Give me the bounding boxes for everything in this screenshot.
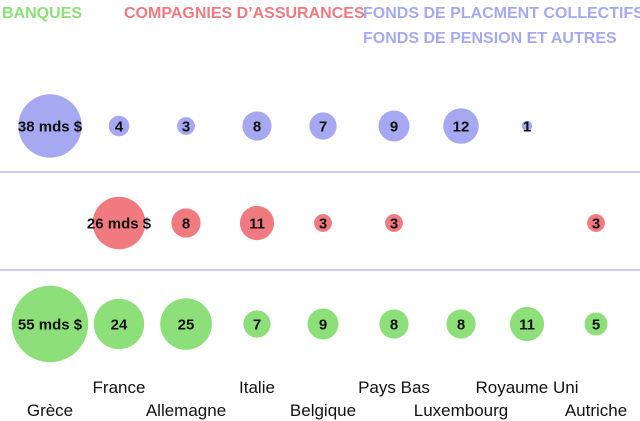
bubble-series-0-3	[242, 111, 272, 141]
bubble-series-1-4	[314, 214, 332, 232]
country-label-5: Pays Bas	[358, 378, 430, 397]
bubble-series-2-1	[93, 298, 145, 350]
bubble-series-1-1	[92, 196, 146, 250]
bubble-label-series-2-7: 11	[519, 317, 535, 334]
bubble-series-0-7	[521, 120, 533, 132]
bubble-series-0-4	[309, 112, 337, 140]
bubble-label-series-2-5: 8	[390, 317, 398, 334]
bubble-label-series-1-1: 26 mds $	[87, 216, 152, 233]
bubble-series-0-1	[108, 115, 130, 137]
bubble-label-series-1-3: 11	[249, 216, 265, 233]
bubble-series-1-2	[171, 208, 201, 238]
bubble-label-series-0-7: 1	[523, 119, 531, 136]
bubble-series-0-2	[177, 117, 195, 135]
bubble-series-0-0	[18, 94, 82, 158]
bubble-label-series-1-8: 3	[592, 216, 600, 233]
country-label-1: France	[93, 378, 146, 397]
country-label-7: Royaume Uni	[476, 378, 579, 397]
bubble-series-1-3	[239, 205, 275, 241]
bubble-series-2-0	[11, 285, 89, 363]
country-label-0: Grèce	[27, 401, 73, 420]
bubble-series-2-8	[584, 312, 608, 336]
bubble-label-series-2-8: 5	[592, 317, 600, 334]
legend-entry-1-line-0: COMPAGNIES D’ASSURANCES	[124, 5, 365, 22]
row-separators	[0, 171, 640, 271]
bubble-series-2-7	[509, 306, 545, 342]
bubble-label-series-1-5: 3	[390, 216, 398, 233]
bubble-label-series-0-1: 4	[115, 119, 124, 136]
country-label-6: Luxembourg	[414, 401, 509, 420]
bubble-series-2-4	[307, 308, 339, 340]
bubble-label-series-0-6: 12	[453, 119, 470, 136]
country-label-2: Allemagne	[146, 401, 226, 420]
bubble-label-series-0-2: 3	[182, 119, 190, 136]
bubble-label-series-0-0: 38 mds $	[18, 119, 83, 136]
bubble-series-0-5	[378, 110, 410, 142]
bubble-label-series-2-6: 8	[457, 317, 465, 334]
bubble-label-series-2-4: 9	[319, 317, 327, 334]
bubble-label-series-2-1: 24	[111, 317, 128, 334]
bubbles: 38 mds $ 4 3 8 7 9 12 1 26 mds $ 8 11 3 3 3 55 mds $ 24…	[11, 94, 608, 363]
bubble-label-series-0-4: 7	[319, 119, 327, 136]
country-label-4: Belgique	[290, 401, 356, 420]
bubble-label-series-2-0: 55 mds $	[18, 317, 83, 334]
legend-entry-2-line-0: FONDS DE PLACMENT COLLECTIFS,	[363, 5, 640, 22]
bubble-label-series-0-5: 9	[390, 119, 398, 136]
bubble-series-0-6	[443, 108, 479, 144]
bubble-label-series-1-4: 3	[319, 216, 327, 233]
bubble-series-1-8	[587, 214, 605, 232]
bubble-series-2-2	[160, 298, 212, 350]
bubble-series-2-5	[379, 309, 409, 339]
country-label-8: Autriche	[565, 401, 627, 420]
bubble-series-2-3	[243, 310, 271, 338]
legend-entry-0-line-0: BANQUES	[2, 5, 82, 22]
bubble-series-1-5	[385, 214, 403, 232]
bubble-label-series-0-3: 8	[253, 119, 261, 136]
bubble-series-2-6	[446, 309, 476, 339]
bubble-label-series-1-2: 8	[182, 216, 190, 233]
country-label-3: Italie	[239, 378, 275, 397]
legend-entry-2-line-1: FONDS DE PENSION ET AUTRES	[363, 30, 617, 47]
bubble-label-series-2-2: 25	[178, 317, 195, 334]
bubble-label-series-2-3: 7	[253, 317, 261, 334]
